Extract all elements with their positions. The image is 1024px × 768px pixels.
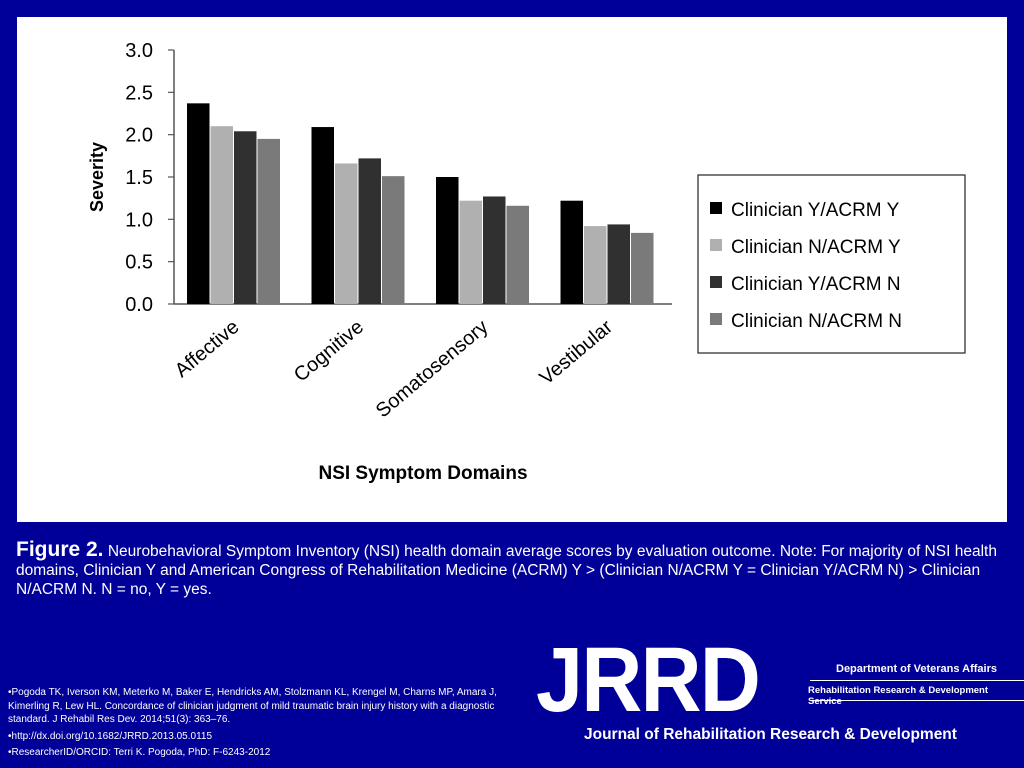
reference-researcher-id: •ResearcherID/ORCID: Terri K. Pogoda, Ph… (8, 747, 271, 758)
bar-somatosensory-3 (483, 196, 506, 304)
bar-vestibular-2 (584, 226, 607, 304)
jrrd-logo: JRRD (536, 629, 761, 731)
journal-name: Journal of Rehabilitation Research & Dev… (584, 726, 957, 743)
x-tick-label: Cognitive (290, 316, 368, 386)
y-tick-label: 3.0 (125, 40, 153, 62)
bar-cognitive-3 (358, 158, 381, 304)
y-tick-label: 0.0 (125, 294, 153, 316)
y-tick-label: 2.5 (125, 82, 153, 104)
bar-cognitive-4 (382, 176, 405, 304)
references: •Pogoda TK, Iverson KM, Meterko M, Baker… (8, 686, 528, 763)
chart-panel: 0.0 0.5 1.0 1.5 2.0 2.5 3.0 Severity Affective Co… (17, 17, 1007, 522)
legend-swatch (710, 313, 722, 325)
x-tick-label: Vestibular (536, 316, 618, 390)
bar-cognitive-1 (311, 127, 334, 305)
legend-box (697, 174, 966, 354)
legend-swatch (710, 239, 722, 251)
y-axis-label: Severity (87, 142, 107, 212)
bar-cognitive-2 (335, 163, 358, 304)
x-tick-label: Somatosensory (372, 316, 493, 422)
bar-somatosensory-1 (436, 177, 459, 304)
legend-label: Clinician N/ACRM N (731, 311, 902, 332)
bar-affective-3 (234, 131, 257, 304)
figure-label: Figure 2. (16, 538, 104, 561)
legend-label: Clinician Y/ACRM N (731, 274, 901, 295)
logo-divider (810, 680, 1024, 681)
bar-vestibular-1 (560, 200, 583, 304)
department-name: Department of Veterans Affairs (836, 663, 997, 675)
legend-swatch (710, 202, 722, 214)
bar-affective-1 (187, 103, 210, 304)
y-tick-label: 2.0 (125, 125, 153, 147)
service-name: Rehabilitation Research & Development Se… (808, 685, 989, 707)
x-axis-label: NSI Symptom Domains (318, 463, 527, 484)
bar-chart: 0.0 0.5 1.0 1.5 2.0 2.5 3.0 Severity Affective Co… (87, 40, 966, 484)
y-tick-label: 1.0 (125, 209, 153, 231)
y-tick-label: 1.5 (125, 167, 153, 189)
figure-caption: Figure 2. Neurobehavioral Symptom Invent… (16, 538, 1012, 599)
bar-vestibular-3 (607, 224, 630, 304)
bar-somatosensory-4 (506, 205, 529, 304)
bar-affective-4 (257, 138, 280, 304)
x-tick-label: Affective (171, 316, 244, 382)
bar-somatosensory-2 (459, 200, 482, 304)
legend-swatch (710, 276, 722, 288)
y-tick-label: 0.5 (125, 252, 153, 274)
legend-label: Clinician Y/ACRM Y (731, 200, 900, 221)
reference-doi: •http://dx.doi.org/10.1682/JRRD.2013.05.… (8, 730, 213, 742)
legend-label: Clinician N/ACRM Y (731, 237, 901, 258)
bar-affective-2 (210, 126, 233, 304)
caption-text: Neurobehavioral Symptom Inventory (NSI) … (16, 543, 997, 598)
bar-vestibular-4 (631, 232, 654, 304)
logo-divider (810, 700, 1024, 701)
reference-citation: •Pogoda TK, Iverson KM, Meterko M, Baker… (8, 687, 497, 725)
